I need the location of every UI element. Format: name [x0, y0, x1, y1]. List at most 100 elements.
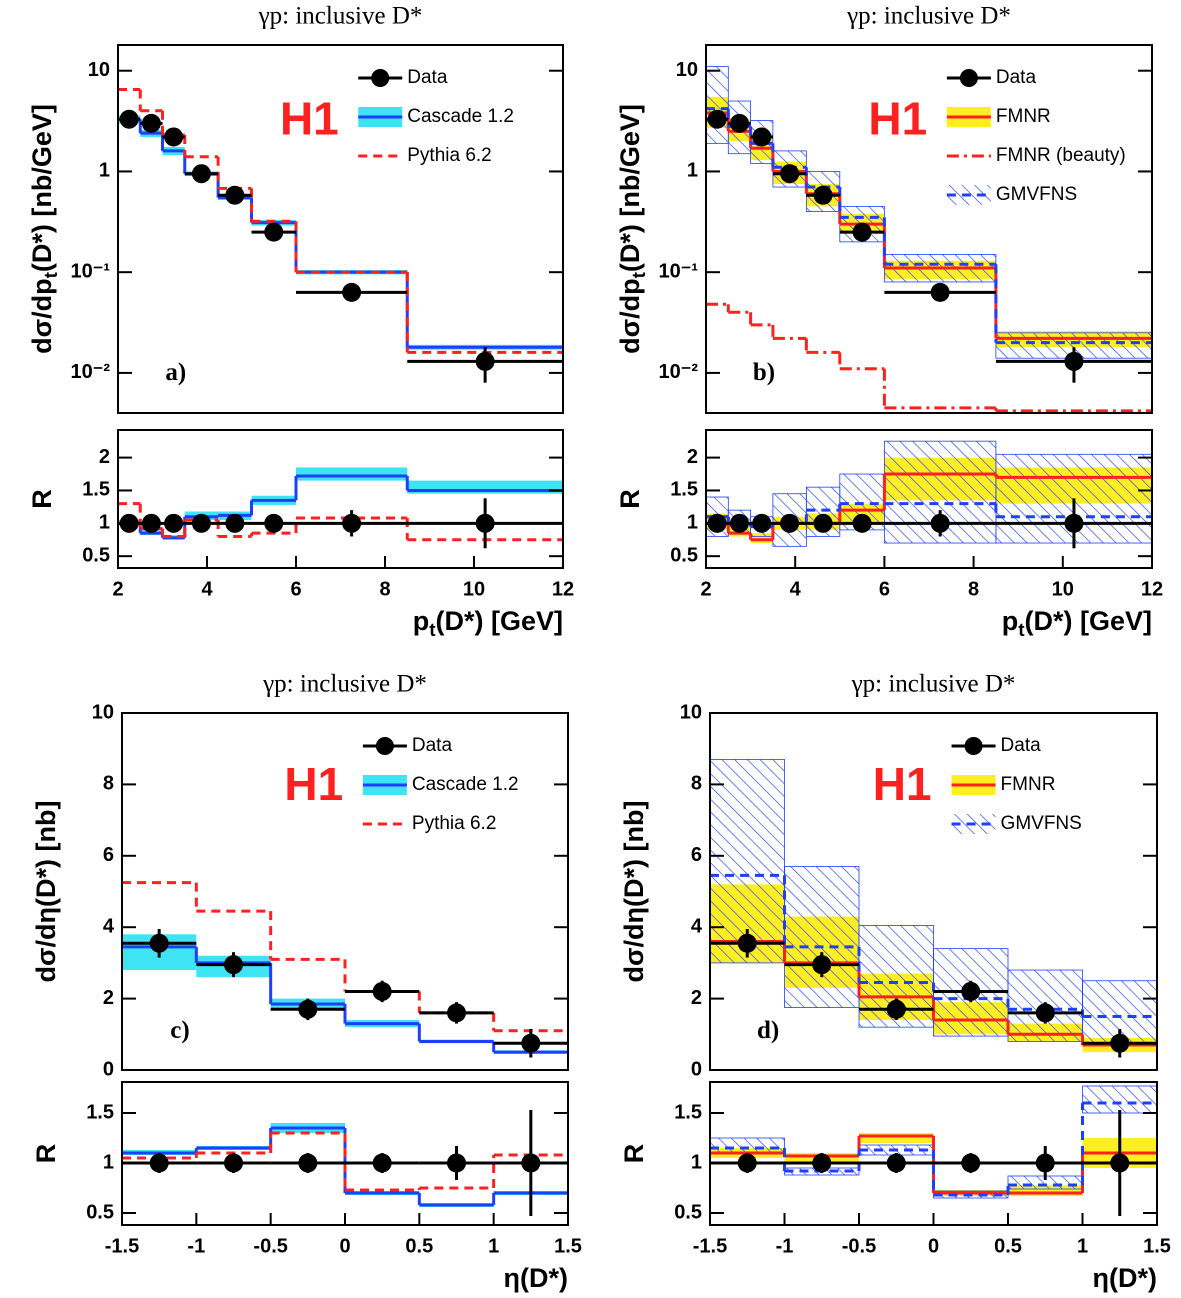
data-point [780, 164, 800, 184]
y-tick-label: 0 [691, 1058, 702, 1080]
y-tick-label: 1 [99, 512, 110, 534]
plot-frame [117, 429, 564, 569]
data-point [298, 1153, 318, 1173]
legend-label: GMVFNS [1001, 813, 1082, 834]
legend-label: Pythia 6.2 [407, 145, 492, 166]
plot-area [706, 430, 1152, 568]
data-point [930, 513, 950, 533]
y-tick-label: 10 [92, 701, 114, 723]
data-point [1035, 1003, 1055, 1023]
panel-label: b) [753, 359, 775, 386]
y-axis-label: dσ/dpt(D*) [nb/GeV] [615, 104, 650, 354]
band [859, 1133, 934, 1143]
y-tick-label: 0.5 [670, 544, 698, 566]
x-tick-label: 1 [488, 1235, 499, 1257]
experiment-label: H1 [868, 92, 927, 144]
subscript: t [629, 271, 650, 278]
band [296, 467, 408, 481]
chart-title: γp: inclusive D* [851, 671, 1016, 698]
band [1008, 1185, 1083, 1196]
y-tick-label: 1 [691, 1151, 702, 1173]
y-tick-label: 1.5 [670, 479, 698, 501]
data-point [812, 1153, 832, 1173]
label-part: dσ/dη(D*) [nb] [619, 801, 649, 983]
label-part: dσ/dp [615, 278, 645, 353]
y-tick-label: 8 [691, 773, 702, 795]
band [750, 533, 773, 544]
subscript: t [429, 620, 436, 641]
data-point [961, 1153, 981, 1173]
y-axis-label: dσ/dpt(D*) [nb/GeV] [27, 104, 62, 354]
legend-marker [375, 737, 394, 755]
panel-label: a) [165, 359, 186, 386]
data-point [737, 933, 757, 953]
data-point [780, 513, 800, 533]
legend-label: GMVFNS [996, 184, 1077, 205]
label-part: dσ/dp [27, 278, 57, 353]
plot-area [118, 45, 563, 413]
x-tick-label: 2 [700, 578, 711, 600]
y-tick-label: 1.5 [86, 1101, 114, 1123]
experiment-label: H1 [873, 758, 932, 810]
subscript: t [41, 271, 62, 278]
x-tick-label: 12 [552, 578, 574, 600]
y-axis-label: R [31, 1144, 61, 1164]
legend-label: Pythia 6.2 [412, 813, 497, 834]
x-tick-label: -1.5 [693, 1235, 727, 1257]
data-point [752, 513, 772, 533]
y-tick-label: 4 [103, 915, 115, 937]
y-tick-label: 1.5 [674, 1101, 702, 1123]
data-point [1064, 513, 1084, 533]
data-point [164, 127, 184, 147]
x-tick-label: -1 [776, 1235, 794, 1257]
legend-marker [964, 737, 983, 755]
label-part: (D*) [GeV] [436, 606, 564, 636]
y-tick-label: 10⁻¹ [71, 260, 111, 282]
y-tick-label: 1 [687, 160, 698, 182]
y-tick-label: 10 [680, 701, 702, 723]
subscript: t [1018, 620, 1025, 641]
x-tick-label: 1.5 [1143, 1235, 1171, 1257]
experiment-label: H1 [280, 92, 339, 144]
x-tick-label: 0 [339, 1235, 350, 1257]
data-point [372, 981, 392, 1001]
data-point [149, 933, 169, 953]
data-point [707, 109, 727, 129]
y-tick-label: 1 [687, 512, 698, 534]
label-part: p [1002, 606, 1019, 636]
data-point [1035, 1153, 1055, 1173]
y-axis-label: dσ/dη(D*) [nb] [619, 801, 649, 983]
data-point [813, 185, 833, 205]
plot-area [710, 713, 1157, 1070]
legend-label: Data [412, 735, 453, 756]
chart-title: γp: inclusive D* [258, 3, 423, 30]
y-axis-label: dσ/dη(D*) [nb] [31, 801, 61, 983]
label-part: p [413, 606, 430, 636]
x-axis-label: pt(D*) [GeV] [1002, 606, 1152, 641]
x-tick-label: -1.5 [105, 1235, 139, 1257]
x-tick-label: 1 [1077, 1235, 1088, 1257]
y-tick-label: 0 [103, 1058, 114, 1080]
y-axis-label: R [27, 489, 57, 509]
data-point [225, 185, 245, 205]
y-tick-label: 10⁻² [71, 361, 111, 383]
label-part: R [31, 1144, 61, 1164]
data-point [141, 513, 161, 533]
data-point [521, 1153, 541, 1173]
label-part: (D*) [nb/GeV] [615, 104, 645, 272]
data-point [1110, 1153, 1130, 1173]
data-point [298, 999, 318, 1019]
label-part: R [619, 1144, 649, 1164]
x-tick-label: 6 [290, 578, 301, 600]
data-point [1110, 1033, 1130, 1053]
data-point [812, 955, 832, 975]
x-axis-label: pt(D*) [GeV] [413, 606, 563, 641]
data-point [224, 955, 243, 975]
plot-frame [709, 712, 1158, 1071]
data-point [852, 222, 872, 242]
legend-label: Data [996, 67, 1037, 88]
data-point [1064, 351, 1084, 371]
legend-label: FMNR [1001, 774, 1056, 795]
data-point [752, 127, 772, 147]
x-tick-label: 4 [201, 578, 213, 600]
